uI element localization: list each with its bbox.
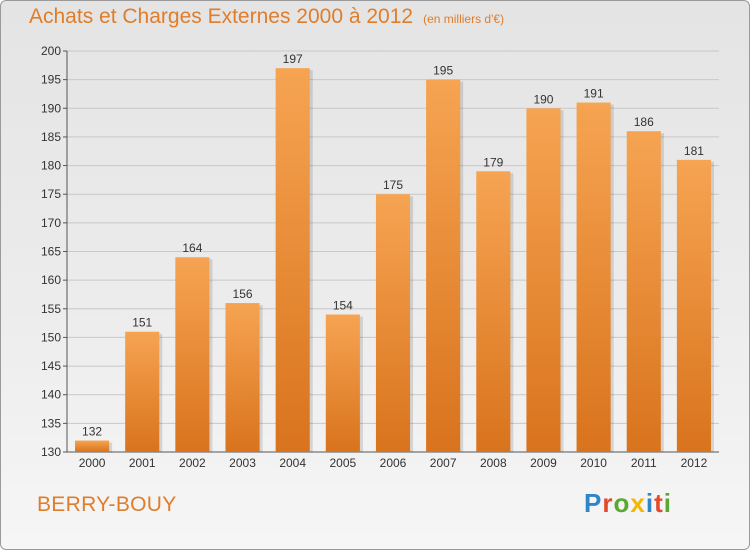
bar xyxy=(426,79,461,453)
y-tick-label: 145 xyxy=(41,359,61,373)
x-tick-label: 2003 xyxy=(229,456,256,470)
data-label: 197 xyxy=(283,52,303,66)
data-label: 179 xyxy=(483,155,503,169)
y-tick-label: 165 xyxy=(41,245,61,259)
chart-title: Achats et Charges Externes 2000 à 2012 (e… xyxy=(29,5,504,29)
y-tick-label: 135 xyxy=(41,416,61,430)
bar xyxy=(175,257,210,452)
logo-letter: o xyxy=(613,488,631,518)
x-tick-label: 2011 xyxy=(631,456,657,470)
data-label: 195 xyxy=(433,64,453,78)
x-tick-label: 2002 xyxy=(179,456,206,470)
y-tick-label: 160 xyxy=(41,273,61,287)
bar xyxy=(576,102,611,453)
y-tick-label: 140 xyxy=(41,388,61,402)
y-tick-label: 200 xyxy=(41,44,61,58)
y-tick-label: 130 xyxy=(41,445,61,459)
data-label: 151 xyxy=(132,316,152,330)
data-label: 154 xyxy=(333,299,353,313)
data-label: 164 xyxy=(182,241,202,255)
data-label: 191 xyxy=(584,87,604,101)
logo-letter: x xyxy=(630,488,646,518)
logo-letter: i xyxy=(663,488,672,518)
x-tick-label: 2006 xyxy=(380,456,407,470)
logo-letter: t xyxy=(654,488,664,518)
x-tick-label: 2000 xyxy=(79,456,106,470)
bar xyxy=(75,440,110,452)
y-tick-label: 185 xyxy=(41,130,61,144)
y-tick-label: 155 xyxy=(41,302,61,316)
bar xyxy=(676,159,711,453)
x-tick-label: 2010 xyxy=(580,456,607,470)
x-tick-label: 2009 xyxy=(530,456,557,470)
data-label: 190 xyxy=(533,92,553,106)
x-tick-label: 2005 xyxy=(329,456,356,470)
bar xyxy=(225,303,260,452)
bar xyxy=(375,194,411,452)
bar xyxy=(626,131,661,452)
bar xyxy=(476,171,511,453)
data-labels: 132 151 164 156 197 154 175 195 179 190 191 186 181 xyxy=(82,52,704,438)
logo-letter: P xyxy=(584,488,603,518)
y-tick-label: 190 xyxy=(41,101,61,115)
bar xyxy=(125,331,160,452)
data-label: 181 xyxy=(684,144,704,158)
logo-letter: r xyxy=(602,488,614,518)
x-tick-label: 2004 xyxy=(279,456,306,470)
bar xyxy=(325,314,360,452)
axes: 1301351401451501551601651701751801851901… xyxy=(41,44,719,470)
x-tick-label: 2012 xyxy=(681,456,708,470)
y-tick-label: 195 xyxy=(41,73,61,87)
data-label: 132 xyxy=(82,425,102,439)
x-tick-label: 2008 xyxy=(480,456,507,470)
y-tick-label: 180 xyxy=(41,159,61,173)
y-tick-label: 170 xyxy=(41,216,61,230)
x-tick-label: 2001 xyxy=(129,456,156,470)
data-label: 175 xyxy=(383,178,403,192)
commune-name: BERRY-BOUY xyxy=(37,493,177,516)
y-tick-label: 150 xyxy=(41,330,61,344)
x-tick-label: 2007 xyxy=(430,456,457,470)
title-text: Achats et Charges Externes 2000 à 2012 xyxy=(29,5,414,28)
bar xyxy=(275,68,310,452)
bar xyxy=(526,108,561,453)
logo-letter: i xyxy=(645,488,655,518)
data-label: 186 xyxy=(634,115,654,129)
y-tick-label: 175 xyxy=(41,187,61,201)
chart-subtitle: (en milliers d'€) xyxy=(423,12,505,26)
data-label: 156 xyxy=(233,287,253,301)
bars xyxy=(75,68,714,453)
proxiti-logo[interactable]: Proxiti xyxy=(584,488,672,519)
